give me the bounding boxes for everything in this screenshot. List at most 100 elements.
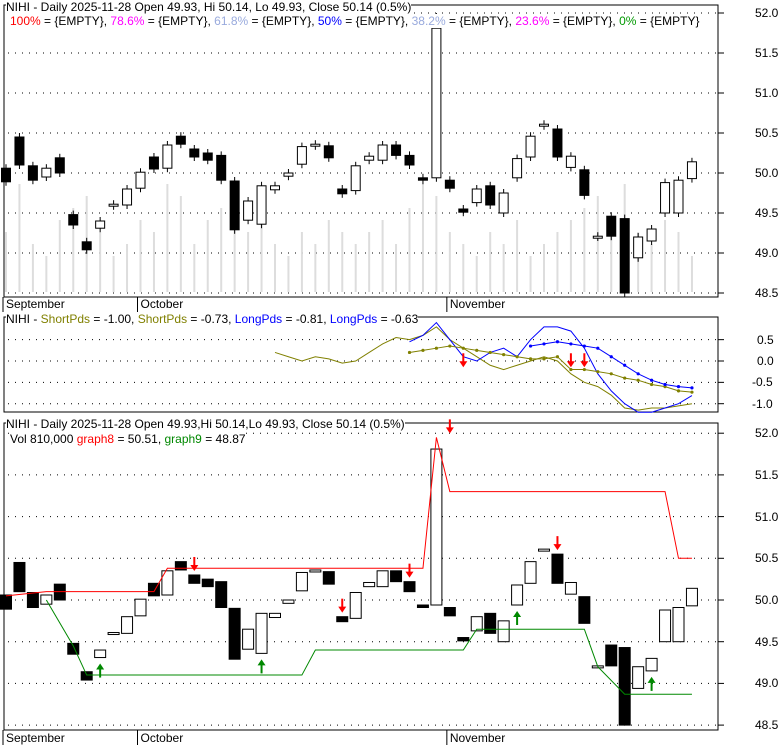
candle-body (68, 214, 79, 226)
bottom-bar (242, 628, 255, 650)
bottom-bar (484, 612, 497, 634)
candle-body (539, 123, 549, 127)
bottom-bar (269, 612, 281, 619)
bottom-bar (94, 649, 107, 659)
shortpds-line (274, 326, 693, 411)
value-longpds-1: = -0.81, (282, 312, 330, 326)
bottom-bar (309, 569, 322, 573)
bottom-bar (295, 571, 308, 592)
sell-arrow-head (405, 571, 414, 578)
candle-body (350, 165, 361, 192)
bottom-bar (672, 607, 685, 643)
bottom-bar (201, 578, 214, 588)
fib-level-4: 38.2% (411, 14, 446, 28)
candle-body (283, 172, 294, 177)
candle-body (686, 161, 697, 180)
y-tick-label: 48.5 (755, 718, 779, 733)
legend-longpds-1: LongPds (234, 312, 283, 326)
bottom-bar (282, 599, 295, 604)
sell-arrow-head (338, 606, 347, 613)
bottom-bar (121, 616, 134, 634)
y-tick-label: 52.0 (755, 6, 779, 20)
mid-prefix: NIHI - (6, 312, 41, 326)
bottom-bar (605, 644, 618, 667)
fib-value-6: = {EMPTY} (636, 14, 700, 28)
legend-graph9: graph9 (164, 432, 202, 446)
candle-body (122, 188, 133, 206)
fib-level-0: 100% (10, 14, 41, 28)
bottom-bar (511, 584, 524, 606)
bottom-bar (578, 596, 591, 624)
candle-body (135, 171, 146, 189)
y-tick-label: 52.0 (755, 426, 779, 441)
fib-value-2: = {EMPTY}, (248, 14, 318, 28)
longpds-dotted-line (530, 341, 692, 389)
candle-body (579, 169, 590, 196)
longpds-dotted-line-point (555, 340, 560, 344)
shortpds-dotted-line-point (690, 390, 694, 394)
fib-level-3: 50% (317, 14, 342, 28)
candle-body (458, 208, 469, 213)
shortpds-dotted-line-point (515, 355, 519, 359)
candle-body (216, 154, 227, 181)
candle-body (660, 182, 671, 214)
candle-body (471, 188, 482, 204)
candle-body (95, 220, 106, 229)
candle-body (417, 177, 428, 181)
graph9-line (45, 599, 692, 695)
y-tick-label: -1.0 (752, 396, 773, 411)
candle-body (552, 128, 563, 158)
candle-body (391, 144, 402, 156)
shortpds-dotted-line-point (542, 357, 546, 361)
shortpds-dotted-line-point (488, 350, 492, 355)
candle-body (148, 156, 159, 170)
shortpds-dotted-line-point (434, 346, 438, 350)
bottom-bar (0, 594, 12, 610)
buy-arrow-head (513, 611, 522, 618)
bottom-bar (685, 587, 698, 607)
month-label: November (449, 731, 506, 745)
month-label: September (6, 731, 65, 745)
osc-sell-arrow-head (580, 361, 589, 368)
buy-arrow-head (96, 663, 105, 670)
bottom-bar (430, 448, 443, 606)
osc-sell-arrow-head (459, 361, 468, 368)
fib-value-5: = {EMPTY}, (549, 14, 620, 28)
candle-body (606, 215, 617, 237)
bottom-bar (255, 612, 268, 654)
candle-body (270, 185, 280, 191)
month-label: October (140, 297, 184, 311)
longpds-dotted-line-point (569, 342, 573, 346)
y-tick-label: 48.5 (755, 286, 779, 300)
candle-body (673, 179, 684, 214)
candle-body (512, 158, 523, 179)
bottom-bar (390, 570, 403, 583)
y-tick-label: 49.0 (755, 676, 779, 691)
top-title: NIHI - Daily 2025-11-28 Open 49.93, Hi 5… (6, 0, 412, 14)
longpds-dotted-line-point (542, 342, 546, 346)
candle-body (189, 148, 200, 158)
bottom-bar (403, 581, 416, 593)
candle-body (565, 155, 576, 168)
bottom-legend: Vol 810,000 graph8 = 50.51, graph9 = 48.… (10, 432, 246, 446)
y-tick-label: 50.0 (755, 593, 779, 607)
bottom-bar (322, 571, 335, 585)
bottom-bar (457, 637, 470, 642)
shortpds-dotted-line-point (555, 355, 560, 359)
bottom-bar (13, 561, 26, 593)
bottom-bar (134, 598, 147, 617)
volume-value: Vol 810,000 (10, 432, 77, 446)
y-tick-label: 51.0 (755, 509, 779, 524)
y-tick-label: 49.5 (755, 634, 779, 649)
bottom-bar (470, 616, 483, 632)
bottom-bar (497, 620, 510, 643)
candle-body (175, 135, 186, 145)
shortpds-dotted-line-point (502, 352, 506, 357)
fib-value-0: = {EMPTY}, (40, 14, 111, 28)
candle-body (27, 165, 38, 181)
candle-body (202, 152, 213, 161)
y-tick-label: 0.5 (757, 332, 774, 347)
bottom-bar (443, 607, 456, 617)
bottom-bar (632, 666, 645, 689)
